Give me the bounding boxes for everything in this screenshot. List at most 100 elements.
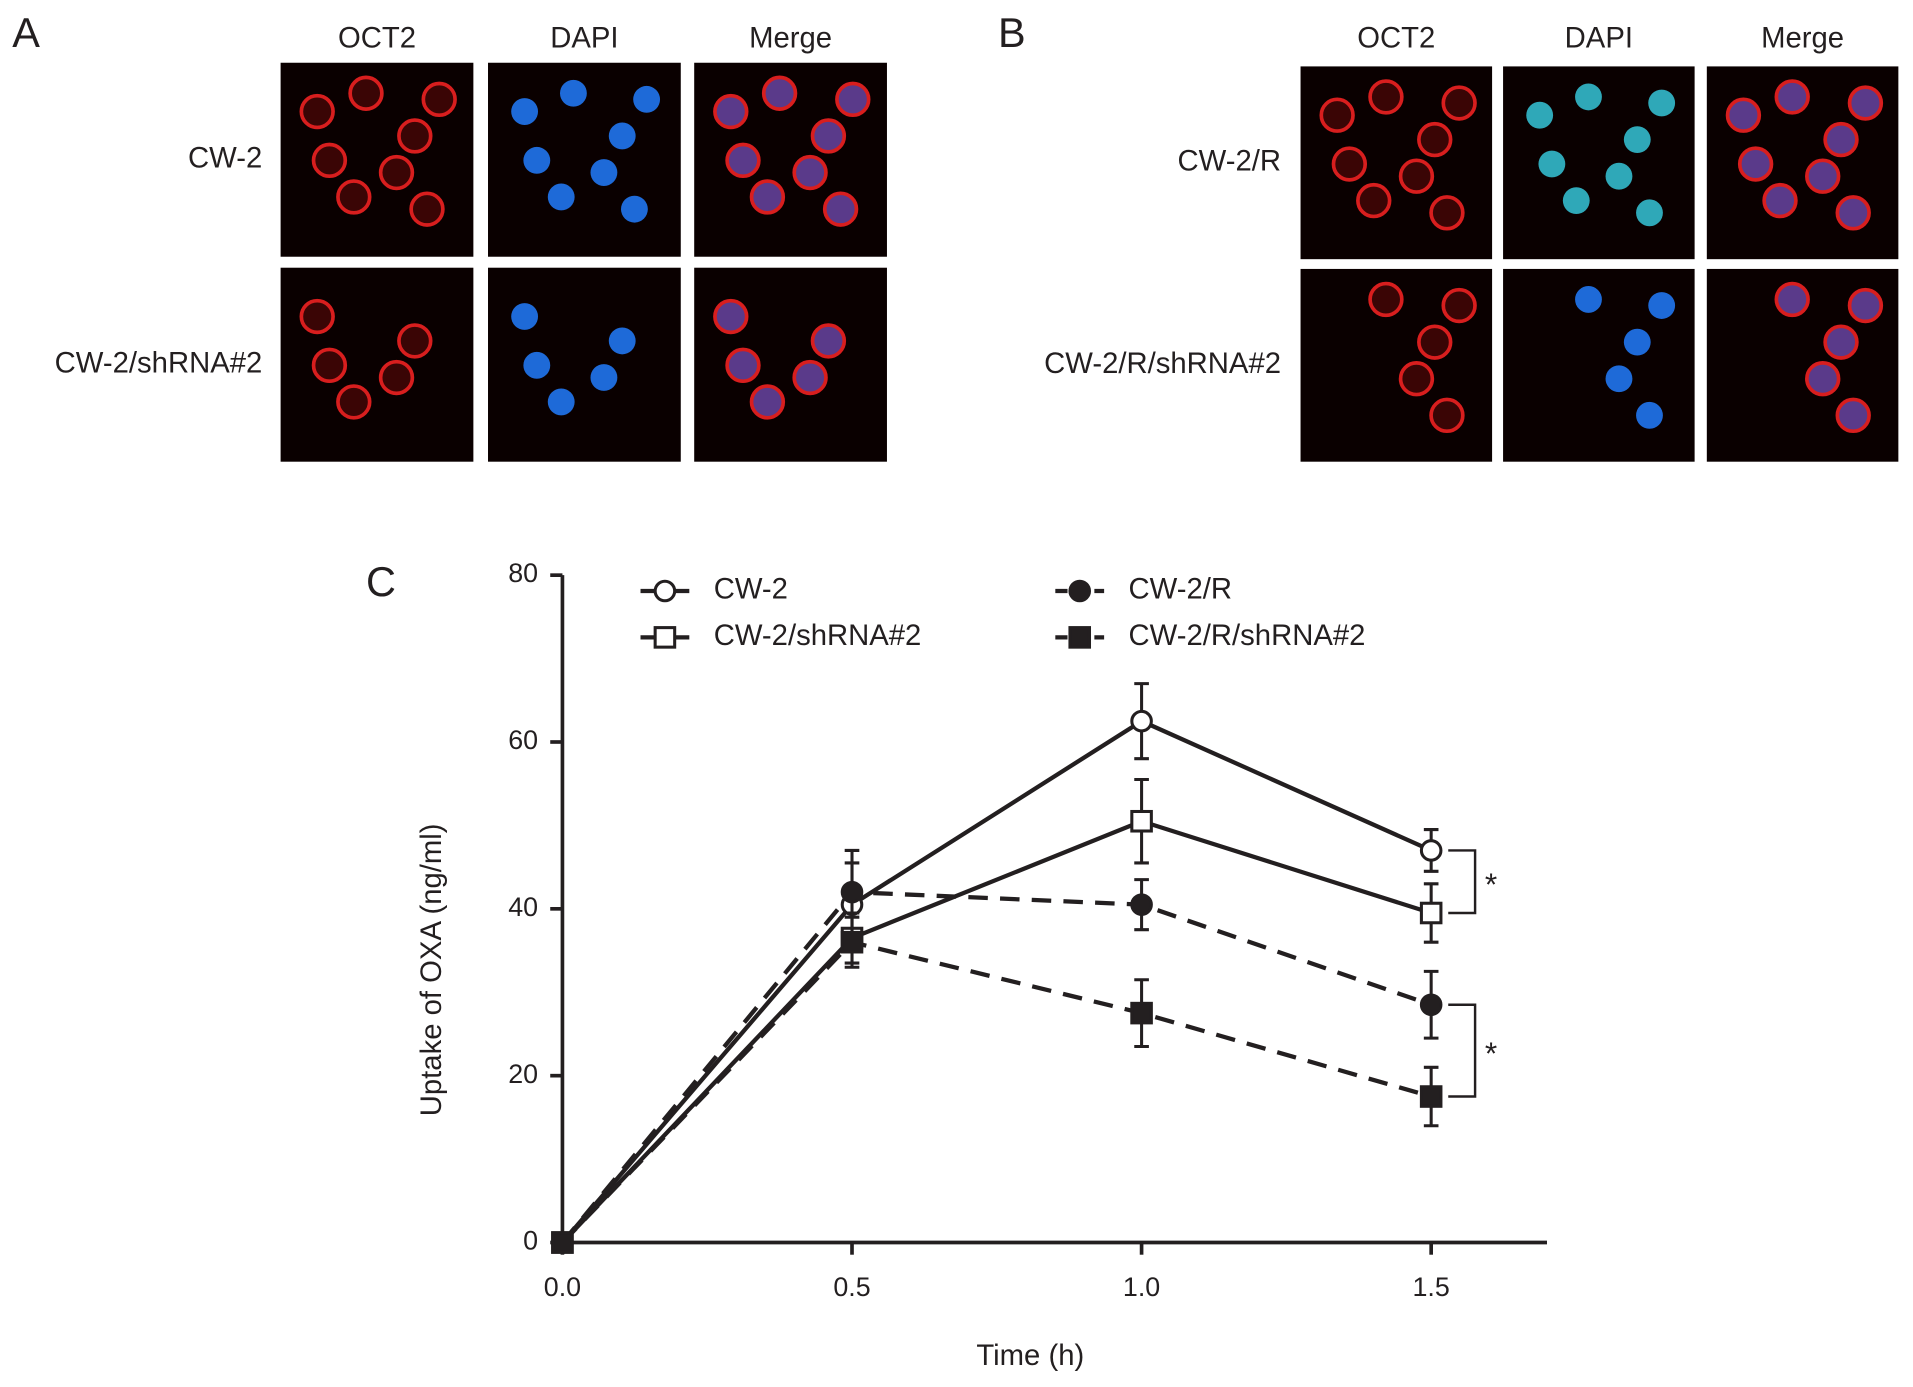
- cell-membrane: [1805, 361, 1841, 397]
- cell-nucleus: [523, 351, 551, 379]
- cell-membrane: [1823, 121, 1859, 158]
- data-point: [551, 1231, 574, 1254]
- data-point: [1130, 893, 1153, 916]
- cell-membrane: [1319, 97, 1355, 133]
- cell-membrane: [409, 191, 445, 227]
- y-tick-label: 60: [508, 725, 538, 755]
- column-label: OCT2: [338, 21, 416, 54]
- cell-membrane: [725, 347, 761, 384]
- cell-membrane: [1835, 195, 1871, 231]
- legend-label: CW-2: [714, 573, 788, 606]
- cell-nucleus: [559, 79, 587, 107]
- legend-label: CW-2/R: [1129, 573, 1233, 606]
- cell-membrane: [1725, 97, 1762, 133]
- data-point: [1419, 839, 1443, 862]
- cell-membrane: [378, 359, 415, 396]
- legend-label: CW-2/R/shRNA#2: [1129, 619, 1366, 652]
- cell-membrane: [1774, 281, 1810, 318]
- micrograph: [694, 267, 887, 462]
- y-tick-label: 0: [523, 1226, 538, 1256]
- cell-nucleus: [1575, 286, 1602, 313]
- cell-membrane: [348, 75, 384, 111]
- panel-letter: B: [998, 9, 1026, 56]
- cell-membrane: [299, 298, 335, 335]
- cell-nucleus: [608, 122, 636, 150]
- cell-membrane: [810, 323, 847, 359]
- x-tick-label: 0.0: [544, 1272, 581, 1302]
- cell-membrane: [336, 179, 372, 215]
- micrograph: [488, 267, 681, 462]
- cell-nucleus: [608, 327, 636, 355]
- legend-marker: [653, 626, 677, 649]
- data-point: [1130, 809, 1153, 833]
- cell-membrane: [1356, 182, 1392, 219]
- cell-membrane: [336, 384, 372, 420]
- cell-nucleus: [620, 195, 648, 223]
- cell-membrane: [1823, 324, 1859, 360]
- x-axis-label: Time (h): [976, 1339, 1084, 1372]
- cell-nucleus: [547, 388, 575, 416]
- cell-membrane: [1398, 158, 1435, 194]
- data-point: [1419, 993, 1443, 1017]
- cell-nucleus: [511, 98, 539, 125]
- cell-membrane: [1835, 397, 1871, 434]
- cell-membrane: [1417, 324, 1453, 360]
- data-point: [1130, 1001, 1153, 1025]
- micrograph: [280, 267, 474, 462]
- cell-membrane: [421, 81, 457, 118]
- cell-membrane: [1368, 281, 1404, 318]
- cell-membrane: [761, 75, 798, 111]
- series-line: [560, 718, 1433, 1244]
- cell-membrane: [713, 93, 749, 130]
- y-tick-label: 80: [508, 558, 538, 588]
- column-label: DAPI: [1565, 21, 1633, 54]
- series-line: [560, 939, 1432, 1244]
- significance-label: *: [1485, 1035, 1497, 1071]
- x-tick-label: 1.5: [1413, 1272, 1450, 1302]
- y-axis-label: Uptake of OXA (ng/ml): [415, 823, 448, 1116]
- cell-membrane: [1429, 397, 1465, 434]
- cell-nucleus: [633, 85, 661, 113]
- cell-nucleus: [590, 364, 618, 391]
- cell-membrane: [1331, 146, 1368, 182]
- cell-nucleus: [1648, 89, 1676, 117]
- cell-nucleus: [1648, 292, 1676, 319]
- cell-nucleus: [511, 303, 539, 330]
- significance-label: *: [1485, 866, 1497, 902]
- cell-nucleus: [1636, 199, 1663, 227]
- cell-membrane: [311, 347, 348, 384]
- cell-membrane: [1774, 79, 1810, 115]
- panel-letter: C: [366, 558, 396, 605]
- cell-nucleus: [1562, 187, 1590, 215]
- series-line: [560, 818, 1432, 1244]
- cell-nucleus: [1623, 328, 1651, 356]
- legend-marker: [1068, 626, 1092, 649]
- cell-membrane: [810, 118, 847, 154]
- data-point: [1419, 1085, 1443, 1108]
- cell-membrane: [1737, 146, 1774, 182]
- cell-membrane: [1805, 158, 1841, 194]
- cell-nucleus: [547, 183, 575, 211]
- x-tick-label: 0.5: [833, 1272, 870, 1302]
- column-label: Merge: [1761, 21, 1844, 54]
- cell-membrane: [1417, 121, 1453, 158]
- cell-membrane: [749, 384, 786, 420]
- cell-membrane: [749, 179, 786, 215]
- cell-membrane: [1847, 287, 1884, 324]
- cell-membrane: [311, 142, 348, 179]
- cell-membrane: [1441, 287, 1477, 324]
- y-tick-label: 40: [508, 892, 538, 922]
- legend-marker: [1068, 579, 1092, 603]
- column-label: Merge: [749, 21, 832, 54]
- cell-nucleus: [523, 146, 551, 174]
- cell-membrane: [1368, 79, 1404, 115]
- legend-label: CW-2/shRNA#2: [714, 619, 922, 652]
- cell-nucleus: [1605, 365, 1633, 393]
- cell-nucleus: [1526, 101, 1554, 129]
- cell-membrane: [397, 118, 433, 154]
- cell-membrane: [835, 81, 871, 118]
- cell-membrane: [822, 191, 859, 227]
- cell-membrane: [1441, 85, 1477, 121]
